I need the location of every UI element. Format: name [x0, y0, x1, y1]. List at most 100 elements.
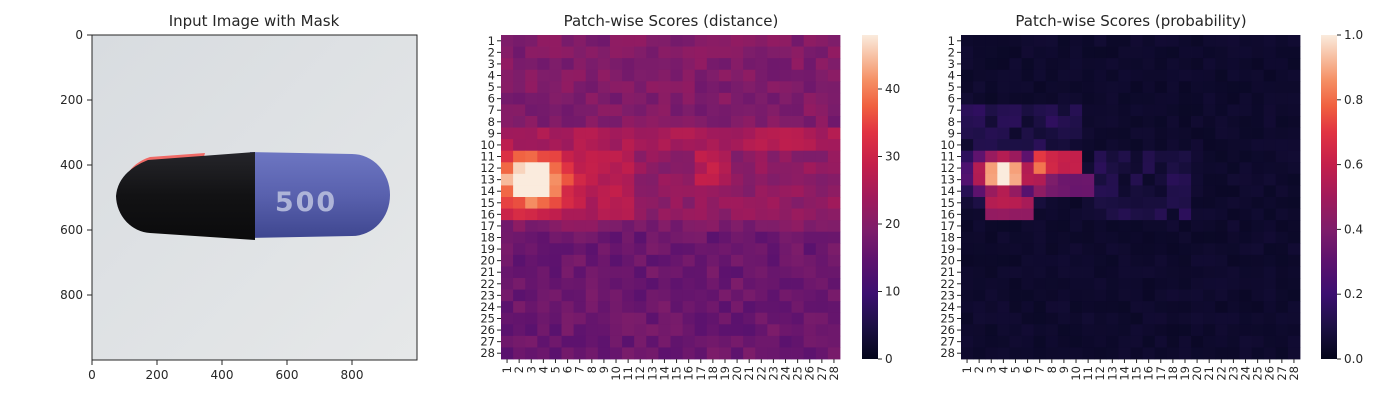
heatmap-cell [609, 185, 623, 198]
heatmap-cell [682, 46, 696, 59]
heatmap-cell [658, 173, 671, 186]
heatmap-cell [815, 278, 829, 290]
heatmap-cell [1009, 301, 1022, 314]
heatmap-cell [597, 185, 611, 198]
heatmap-cell [537, 254, 550, 267]
heatmap-cell [1154, 243, 1168, 256]
heatmap-cell [597, 162, 611, 175]
heatmap-cell [1287, 220, 1301, 233]
heatmap-cell [1239, 312, 1252, 325]
heatmap-cell [549, 220, 562, 233]
heatmap-cell [1251, 266, 1265, 279]
row-tick-label: 4 [488, 69, 495, 83]
probability-heatmap-row-labels: 1234567891011121314151617181920212223242… [940, 34, 961, 360]
heatmap-cell [731, 231, 744, 244]
heatmap-cell [1203, 301, 1216, 314]
heatmap-cell [549, 69, 562, 82]
heatmap-cell [537, 116, 550, 128]
heatmap-cell [646, 81, 659, 94]
row-tick-label: 13 [480, 173, 495, 187]
heatmap-cell [706, 58, 720, 71]
heatmap-cell [501, 266, 514, 279]
heatmap-cell [622, 139, 635, 152]
heatmap-cell [1191, 150, 1204, 163]
heatmap-cell [670, 173, 684, 186]
heatmap-cell [1118, 243, 1131, 256]
heatmap-cell [1045, 104, 1059, 117]
heatmap-cell [791, 139, 805, 152]
heatmap-cell [1154, 58, 1168, 71]
heatmap-cell [1106, 58, 1119, 71]
heatmap-cell [1142, 266, 1156, 279]
heatmap-cell [561, 254, 575, 267]
heatmap-cell [573, 185, 587, 198]
row-tick-label: 5 [948, 80, 955, 94]
heatmap-cell [1069, 301, 1083, 314]
heatmap-cell [706, 139, 720, 152]
heatmap-cell [585, 312, 599, 325]
heatmap-cell [634, 301, 647, 314]
heatmap-cell [803, 208, 817, 221]
colorbar-tick-label: 0.0 [1344, 352, 1363, 366]
heatmap-cell [670, 278, 684, 290]
heatmap-cell [731, 81, 744, 94]
heatmap-cell [973, 220, 986, 233]
heatmap-cell [1069, 35, 1083, 47]
heatmap-cell [1251, 116, 1265, 128]
heatmap-cell [1118, 162, 1131, 175]
heatmap-cell [1009, 127, 1022, 140]
heatmap-cell [1045, 185, 1059, 198]
heatmap-cell [597, 278, 611, 290]
heatmap-cell [791, 150, 805, 163]
heatmap-cell [997, 150, 1010, 163]
heatmap-cell [1227, 289, 1240, 302]
distance-heatmap-cells [501, 35, 841, 360]
row-tick-label: 26 [480, 323, 495, 337]
heatmap-cell [743, 208, 756, 221]
heatmap-cell [609, 324, 623, 337]
heatmap-cell [525, 243, 538, 256]
heatmap-cell [1239, 116, 1252, 128]
heatmap-cell [682, 289, 696, 302]
heatmap-cell [1082, 162, 1095, 175]
heatmap-cell [743, 301, 756, 314]
heatmap-cell [1287, 35, 1301, 47]
heatmap-cell [622, 92, 635, 105]
heatmap-cell [1106, 254, 1119, 267]
heatmap-cell [815, 324, 829, 337]
heatmap-cell [1106, 335, 1119, 348]
heatmap-cell [549, 58, 562, 71]
heatmap-cell [827, 92, 841, 105]
heatmap-cell [1142, 116, 1156, 128]
heatmap-cell [985, 197, 998, 209]
heatmap-cell [573, 150, 587, 163]
row-tick-label: 28 [480, 346, 495, 360]
row-tick-label: 22 [940, 277, 955, 291]
heatmap-cell [573, 58, 587, 71]
heatmap-cell [1239, 324, 1252, 337]
row-tick-label: 8 [948, 115, 955, 129]
col-tick-label: 11 [1081, 366, 1095, 381]
col-tick-label: 3 [984, 366, 998, 373]
heatmap-cell [743, 162, 756, 175]
heatmap-cell [549, 197, 562, 209]
heatmap-cell [973, 254, 986, 267]
heatmap-cell [634, 46, 647, 59]
row-tick-label: 18 [480, 231, 495, 245]
heatmap-cell [961, 289, 974, 302]
heatmap-cell [1239, 254, 1252, 267]
heatmap-cell [1251, 127, 1265, 140]
heatmap-cell [549, 289, 562, 302]
col-tick-label: 26 [1263, 366, 1277, 381]
heatmap-cell [803, 243, 817, 256]
heatmap-cell [718, 58, 732, 71]
heatmap-cell [1178, 69, 1192, 82]
heatmap-cell [622, 58, 635, 71]
heatmap-cell [1057, 81, 1071, 94]
heatmap-cell [1094, 92, 1107, 105]
heatmap-cell [718, 139, 732, 152]
heatmap-cell [646, 162, 659, 175]
heatmap-cell [525, 46, 538, 59]
heatmap-cell [501, 150, 514, 163]
heatmap-cell [1118, 58, 1131, 71]
